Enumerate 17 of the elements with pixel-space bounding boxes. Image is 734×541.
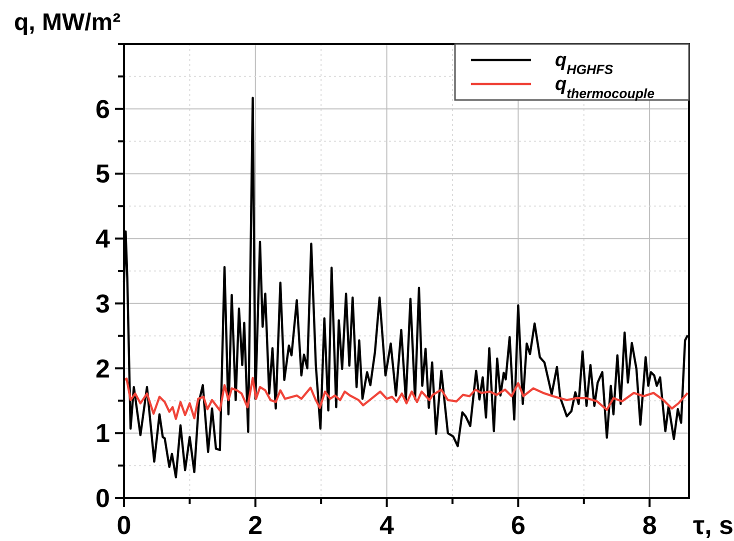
y-tick-label: 1 [96,418,110,448]
x-tick-label: 0 [116,510,132,540]
y-tick-label: 6 [96,94,110,124]
y-tick-label: 0 [96,483,110,513]
y-tick-label: 4 [96,224,111,254]
x-axis-title: τ, s [693,510,734,540]
x-tick-label: 4 [380,510,395,540]
legend-label: q$_{thermocouple}$ [555,74,656,100]
y-tick-label: 5 [96,158,110,189]
x-tick-label: 2 [248,510,263,540]
x-tick-label: 6 [510,510,526,540]
line-series [122,376,689,420]
y-tick-label: 3 [96,288,110,318]
y-tick-label: 2 [96,353,110,384]
y-axis-title: q, MW/m² [14,9,121,36]
x-tick-label: 8 [642,510,657,540]
legend-label: q$_{HGHFS}$ [555,50,614,76]
